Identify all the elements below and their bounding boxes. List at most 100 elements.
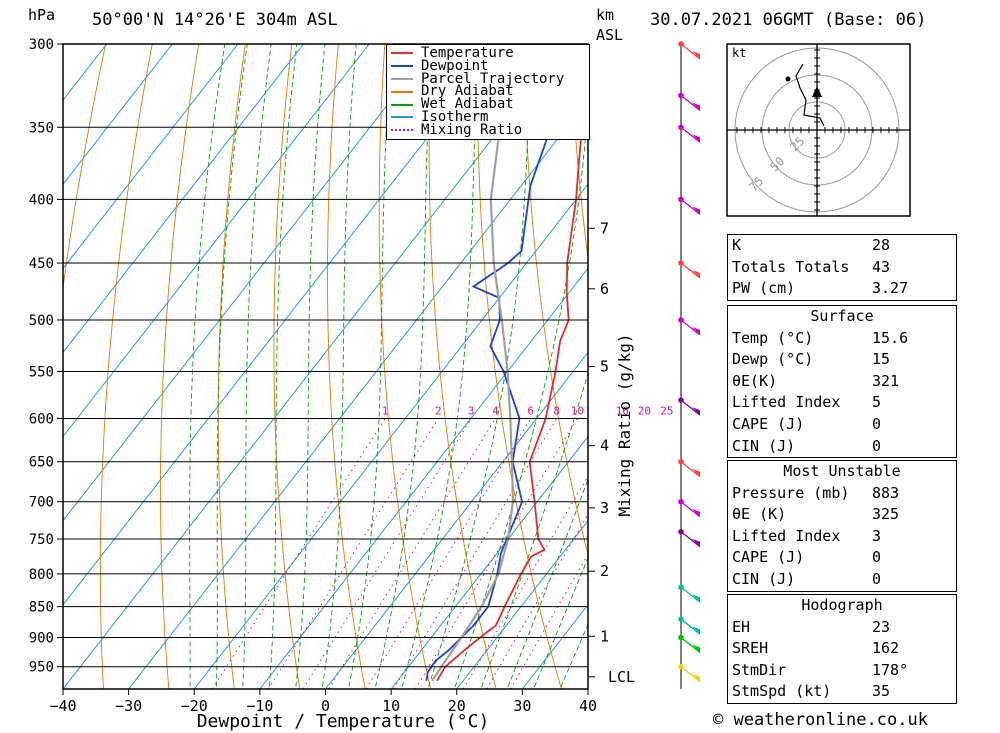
legend-item: Isotherm [387,108,589,125]
indices-row: Pressure (mb) 883 [728,483,956,505]
pressure-tick-label: 950 [29,660,54,676]
indices-label: Dewp (°C) [732,350,814,369]
dry-adiabat-line [570,44,588,262]
indices-label: StmDir [732,660,787,679]
indices-label: Temp (°C) [732,328,814,347]
x-tick-label: −30 [115,697,142,715]
pressure-tick-label: 800 [29,567,54,583]
pressure-tick-label: 900 [29,631,54,647]
km-tick-label: 1 [600,627,609,645]
isotherm-line [63,44,370,438]
wind-barb-flag [692,626,700,635]
indices-section-title: Most Unstable [783,462,901,480]
indices-value: 23 [872,617,891,636]
hodograph-end-dot [785,76,791,82]
wind-barb-flag [692,270,700,279]
x-tick-label: 40 [579,697,597,715]
indices-row: Temp (°C) 15.6 [728,328,956,350]
isotherm-line [193,183,588,689]
wind-barb [680,319,701,336]
indices-value: 0 [872,436,882,455]
isotherm-line [63,44,239,270]
wet-adiabat-line [559,623,588,689]
hodograph-unit-label: kt [732,46,746,60]
dry-adiabat-line [428,44,497,689]
mixing-ratio-value-label: 1 [382,404,389,417]
indices-value: 5 [872,393,882,412]
datetime-title: 30.07.2021 06GMT (Base: 06) [650,10,927,30]
wet-adiabat-line [427,44,532,689]
pressure-tick-label: 600 [29,411,54,427]
plot-border [62,43,589,690]
isotherm-line [63,44,436,522]
wet-adiabat-line [321,44,357,689]
indices-value: 325 [872,505,900,524]
indices-value: 28 [872,236,891,254]
mixing-ratio-line [414,418,578,689]
indices-row: K 28 [728,235,956,257]
indices-row: Lifted Index 5 [728,392,956,414]
wind-barb-flag [692,134,700,143]
wind-barb [680,94,701,112]
wind-barb-flag [692,594,700,603]
wind-barb-flag [692,51,700,59]
legend-label: Isotherm [421,108,489,125]
dry-adiabat-line [217,44,246,689]
location-title: 50°00'N 14°26'E 304m ASL [92,10,338,30]
indices-row: Dewp (°C) 15 [728,349,956,371]
pressure-tick-label: 300 [29,37,54,53]
isotherm-line [63,44,501,606]
indices-row: EH 23 [728,617,956,639]
indices-row: CAPE (J) 0 [728,547,956,569]
wind-barb [680,531,701,548]
pressure-tick-label: 650 [29,455,54,471]
wet-adiabat-line [533,556,588,689]
indices-value: 3.27 [872,279,909,298]
pressure-tick-label: 500 [29,313,54,329]
pressure-tick-label: 850 [29,600,54,616]
mixing-ratio-line [211,418,386,689]
wet-adiabat-line [215,44,248,689]
wet-adiabat-line [189,44,226,689]
pressure-tick-label: 450 [29,256,54,272]
indices-section-title: Hodograph [801,596,883,614]
indices-label: StmSpd (kt) [732,682,832,701]
indices-row: Lifted Index 3 [728,526,956,548]
indices-row: θE(K) 321 [728,371,956,393]
mixing-ratio-value-label: 10 [571,404,584,417]
legend-swatch [391,77,413,80]
dry-adiabat-line [989,44,1000,689]
km-tick-label: 2 [600,562,609,580]
mixing-ratio-value-label: 6 [527,404,534,417]
indices-row: θE (K) 325 [728,504,956,526]
wet-adiabat-line [374,44,432,689]
wind-barb [680,586,701,603]
legend-item: Temperature [387,46,589,60]
wind-barb-flag [692,538,700,547]
hodograph-trace [795,63,825,127]
x-axis-label: Dewpoint / Temperature (°C) [197,711,490,732]
legend-swatch [391,52,413,55]
legend-label: Dry Adiabat [421,83,514,100]
x-tick-label: −20 [181,697,208,715]
wind-barb-flag [692,468,700,477]
x-tick-label: −10 [246,697,273,715]
wind-barb-flag [692,326,700,335]
legend-label: Mixing Ratio [421,121,523,138]
indices-label: Totals Totals [732,257,850,276]
isotherm-line [63,44,567,689]
isotherm-line [63,44,304,354]
indices-value: 15 [872,350,891,369]
wind-barb [680,399,701,416]
x-tick-label: 20 [448,697,466,715]
x-tick-label: 10 [382,697,400,715]
indices-label: Lifted Index [732,526,841,545]
indices-value: 178° [872,660,909,679]
wind-barb [680,666,701,683]
credit-text: © weatheronline.co.uk [713,710,928,730]
legend-swatch [391,65,413,68]
mixing-ratio-value-label: 20 [638,404,651,417]
indices-row: CAPE (J) 0 [728,414,956,436]
mixing-ratio-value-label: 2 [435,404,442,417]
